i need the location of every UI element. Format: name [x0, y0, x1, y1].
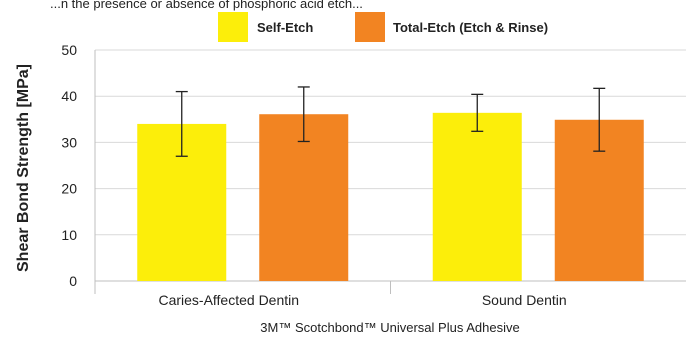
error-bars	[175, 86, 606, 157]
legend-swatch	[355, 12, 385, 42]
legend-swatch	[218, 12, 248, 42]
y-tick-label: 20	[61, 181, 77, 197]
legend-label: Total-Etch (Etch & Rinse)	[393, 20, 548, 35]
y-tick-label: 30	[61, 134, 77, 150]
bars	[137, 112, 644, 282]
legend: Self-Etch Total-Etch (Etch & Rinse)	[218, 12, 548, 42]
category-label: Caries-Affected Dentin	[158, 292, 299, 308]
chart-caption: ...n the presence or absence of phosphor…	[50, 0, 363, 11]
y-tick-label: 0	[69, 273, 77, 289]
y-tick-label: 50	[61, 42, 77, 58]
category-label: Sound Dentin	[482, 292, 567, 308]
y-tick-label: 40	[61, 88, 77, 104]
legend-label: Self-Etch	[257, 20, 313, 35]
y-axis-ticks: 0 10 20 30 40 50	[61, 42, 77, 289]
bar	[432, 112, 522, 281]
y-axis-label: Shear Bond Strength [MPa]	[15, 64, 32, 272]
y-tick-label: 10	[61, 227, 77, 243]
x-axis-label: 3M™ Scotchbond™ Universal Plus Adhesive	[260, 320, 519, 335]
category-labels: Caries-Affected Dentin Sound Dentin	[158, 292, 566, 308]
